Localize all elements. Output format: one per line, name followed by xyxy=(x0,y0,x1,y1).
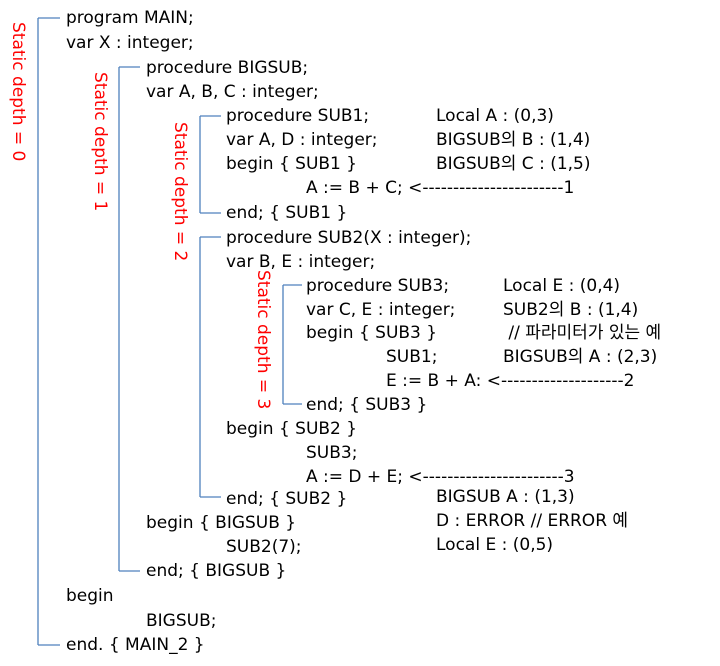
code-line: begin { SUB2 } xyxy=(226,419,358,439)
code-line: E := B + A: <--------------------2 xyxy=(386,371,635,391)
code-line: A := B + C; <-----------------------1 xyxy=(306,178,575,198)
static-depth-1-label: Static depth = 1 xyxy=(90,72,110,212)
code-line: BIGSUB; xyxy=(146,611,217,631)
code-line: program MAIN; xyxy=(66,8,194,28)
code-line: procedure BIGSUB; xyxy=(146,58,309,78)
note-point1-line: BIGSUB의 B : (1,4) xyxy=(436,130,591,150)
code-line: procedure SUB1; xyxy=(226,106,370,126)
static-depth-2-label: Static depth = 2 xyxy=(170,122,190,262)
code-line: procedure SUB2(X : integer); xyxy=(226,228,472,248)
code-line: var A, B, C : integer; xyxy=(146,82,319,102)
code-line: A := D + E; <-----------------------3 xyxy=(306,467,575,487)
code-line: var B, E : integer; xyxy=(226,252,376,272)
note-point3-line: D : ERROR // ERROR 예 xyxy=(436,511,629,531)
note-point2-line: Local E : (0,4) xyxy=(503,276,621,296)
code-line: SUB1; xyxy=(386,347,438,367)
code-line: end; { SUB1 } xyxy=(226,203,348,223)
note-point2-line: BIGSUB의 A : (2,3) xyxy=(503,347,658,367)
code-line: var C, E : integer; xyxy=(306,300,456,320)
code-line: end. { MAIN_2 } xyxy=(66,635,205,655)
code-line: begin { BIGSUB } xyxy=(146,513,297,533)
code-line: SUB2(7); xyxy=(226,537,302,557)
note-point1-line: Local A : (0,3) xyxy=(436,106,554,126)
code-line: var X : integer; xyxy=(66,33,194,53)
note-point2-line: // 파라미터가 있는 예 xyxy=(503,323,662,343)
code-line: procedure SUB3; xyxy=(306,276,450,296)
note-point2-line: SUB2의 B : (1,4) xyxy=(503,300,639,320)
code-line: var A, D : integer; xyxy=(226,130,378,150)
code-line: end; { SUB3 } xyxy=(306,395,428,415)
code-line: begin { SUB3 } xyxy=(306,323,438,343)
code-line: SUB3; xyxy=(306,443,358,463)
code-line: end; { BIGSUB } xyxy=(146,561,287,581)
note-point3-line: Local E : (0,5) xyxy=(436,535,554,555)
code-line: end; { SUB2 } xyxy=(226,489,348,509)
note-point3-line: BIGSUB A : (1,3) xyxy=(436,487,575,507)
static-depth-3-label: Static depth = 3 xyxy=(253,270,273,410)
static-depth-0-label: Static depth = 0 xyxy=(8,22,28,162)
note-point1-line: BIGSUB의 C : (1,5) xyxy=(436,154,591,174)
code-line: begin xyxy=(66,586,114,606)
code-line: begin { SUB1 } xyxy=(226,154,358,174)
